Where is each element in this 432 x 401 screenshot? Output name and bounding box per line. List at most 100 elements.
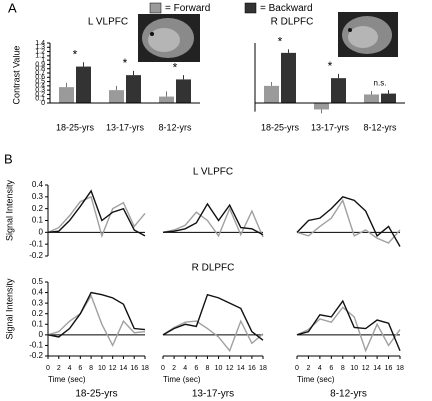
annotation: n.s. <box>374 78 387 87</box>
x-tick-label: 4 <box>318 365 322 372</box>
bar <box>331 78 346 104</box>
bar <box>176 79 191 103</box>
bar <box>381 93 396 104</box>
legend-label: = Forward <box>165 3 210 14</box>
x-tick-label: 4 <box>68 365 72 372</box>
y-tick-label: 0.7 <box>35 70 45 77</box>
x-tick-label: 13-17-yrs <box>311 122 350 132</box>
line <box>296 196 401 247</box>
annotation: * <box>123 56 128 70</box>
bar <box>364 94 379 104</box>
y-tick-label: 0.5 <box>32 277 44 286</box>
y-tick-label: 0.2 <box>35 91 45 98</box>
y-tick-label: 0 <box>41 100 45 107</box>
x-tick-label: 14 <box>120 365 128 372</box>
y-tick-label: -0.1 <box>29 239 43 248</box>
x-tick-label: 0 <box>161 365 165 372</box>
x-tick-label: 2 <box>172 365 176 372</box>
x-tick-label: 18 <box>396 365 404 372</box>
x-tick-label: 12 <box>362 365 370 372</box>
x-tick-label: 10 <box>98 365 106 372</box>
y-tick-label: 0.3 <box>35 87 45 94</box>
y-tick-label: 0.1 <box>32 319 44 328</box>
x-tick-label: 8 <box>341 365 345 372</box>
y-tick-label: 1.4 <box>35 40 45 47</box>
bar <box>76 66 91 103</box>
chart-title: L VLPFC <box>193 167 233 178</box>
y-tick-label: 0.9 <box>35 61 45 68</box>
y-tick-label: 0.2 <box>32 309 44 318</box>
legend-swatch <box>149 2 162 14</box>
x-tick-label: 0 <box>295 365 299 372</box>
x-tick-label: 8 <box>205 365 209 372</box>
y-tick-label: 0 <box>39 227 44 236</box>
y-tick-label: 1 <box>41 57 45 64</box>
y-axis-label: Signal Intensity <box>4 179 14 241</box>
line <box>296 299 401 351</box>
y-tick-label: 0.3 <box>32 192 44 201</box>
annotation: * <box>73 47 78 61</box>
x-tick-label: 6 <box>78 365 82 372</box>
caption: 18-25-yrs <box>75 389 117 400</box>
x-tick-label: 6 <box>329 365 333 372</box>
bar <box>109 90 124 103</box>
legend-swatch <box>244 2 257 14</box>
y-tick-label: -0.1 <box>29 341 43 350</box>
y-tick-label: -0.2 <box>29 351 43 360</box>
y-tick-label: 0.8 <box>35 66 45 73</box>
line <box>47 291 146 338</box>
legend-label: = Backward <box>260 3 313 14</box>
caption: 13-17-yrs <box>192 389 234 400</box>
x-tick-label: 6 <box>194 365 198 372</box>
y-tick-label: 0.6 <box>35 74 45 81</box>
x-tick-label: 10 <box>215 365 223 372</box>
bar <box>314 103 329 110</box>
x-tick-label: 13-17-yrs <box>106 122 145 132</box>
x-tick-label: 12 <box>226 365 234 372</box>
line <box>162 319 264 353</box>
x-tick-label: 2 <box>306 365 310 372</box>
x-tick-label: 12 <box>109 365 117 372</box>
x-tick-label: 8 <box>89 365 93 372</box>
y-tick-label: 0.1 <box>32 216 44 225</box>
bar <box>264 85 279 104</box>
bar <box>281 52 296 104</box>
x-tick-label: 2 <box>57 365 61 372</box>
brain-image <box>138 14 200 62</box>
y-axis-label: Contrast Value <box>11 46 21 105</box>
y-tick-label: 0.5 <box>35 78 45 85</box>
line <box>162 202 264 236</box>
x-tick-label: 10 <box>350 365 358 372</box>
x-tick-label: 18-25-yrs <box>261 122 300 132</box>
line <box>162 206 264 238</box>
x-tick-label: 16 <box>248 365 256 372</box>
bar <box>159 96 174 103</box>
line <box>296 198 401 244</box>
caption: 8-12-yrs <box>330 389 367 400</box>
y-tick-label: 1.2 <box>35 48 45 55</box>
y-tick-label: 0 <box>39 330 44 339</box>
x-tick-label: 16 <box>130 365 138 372</box>
y-tick-label: 0.4 <box>32 180 44 189</box>
x-tick-label: 0 <box>46 365 50 372</box>
x-tick-label: 14 <box>373 365 381 372</box>
annotation: * <box>328 59 333 73</box>
annotation: * <box>173 60 178 74</box>
y-tick-label: 1.1 <box>35 53 45 60</box>
annotation: * <box>278 35 283 49</box>
x-axis-label: Time (sec) <box>163 375 201 384</box>
chart-title: L VLPFC <box>88 17 128 28</box>
line <box>47 195 146 239</box>
x-tick-label: 16 <box>385 365 393 372</box>
y-tick-label: 0.4 <box>32 288 44 297</box>
line <box>162 293 264 341</box>
y-tick-label: 0.1 <box>35 96 45 103</box>
bar <box>126 75 141 103</box>
bar <box>59 87 74 103</box>
y-axis-label: Signal Intensity <box>4 278 14 340</box>
y-tick-label: 0.4 <box>35 83 45 90</box>
x-tick-label: 18 <box>259 365 267 372</box>
y-tick-label: 0.3 <box>32 298 44 307</box>
chart-title: R DLPFC <box>271 17 314 28</box>
